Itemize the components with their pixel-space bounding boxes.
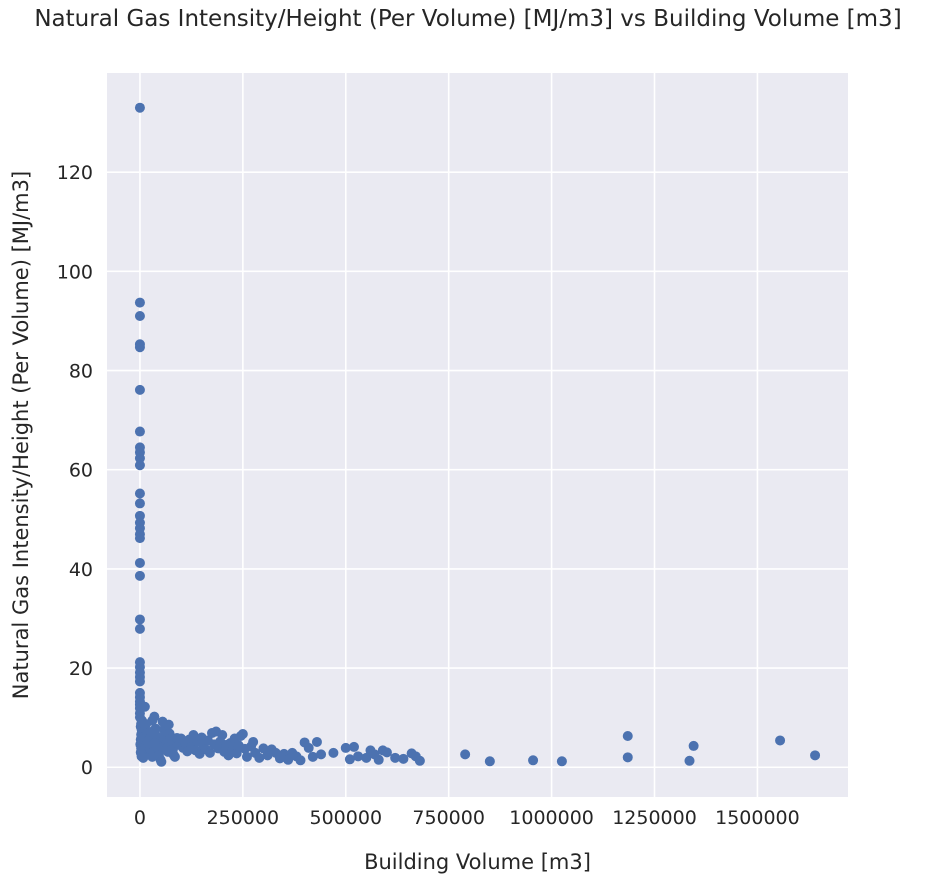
data-point [147, 715, 158, 726]
data-point [134, 614, 145, 625]
data-point [353, 751, 364, 762]
data-point [344, 754, 355, 765]
data-point [134, 460, 145, 471]
data-point [390, 752, 401, 763]
data-point [134, 488, 145, 499]
data-point [398, 753, 409, 764]
data-point [134, 102, 145, 113]
data-point [134, 384, 145, 395]
data-point [303, 742, 314, 753]
data-point [134, 297, 145, 308]
x-tick-label: 0 [134, 807, 146, 829]
data-point [556, 756, 567, 767]
data-point [484, 756, 495, 767]
data-point [340, 742, 351, 753]
data-point [138, 752, 149, 763]
data-point [295, 755, 306, 766]
y-tick-label: 100 [57, 261, 93, 283]
data-point [163, 719, 174, 730]
y-axis-label: Natural Gas Intensity/Height (Per Volume… [9, 171, 33, 699]
data-point [134, 426, 145, 437]
data-point [684, 755, 695, 766]
data-point [134, 557, 145, 568]
data-point [381, 747, 392, 758]
y-tick-label: 60 [69, 460, 93, 482]
data-point [134, 510, 145, 521]
data-point [134, 498, 145, 509]
data-point [217, 730, 228, 741]
data-point [139, 701, 150, 712]
data-point [134, 310, 145, 321]
data-point [134, 533, 145, 544]
data-point [248, 736, 259, 747]
x-tick-label: 250000 [207, 807, 280, 829]
data-point [134, 453, 145, 464]
data-point [373, 754, 384, 765]
x-axis-ticks: 0 250000 500000 750000 1000000 1250000 1500000 [134, 807, 800, 829]
data-point [156, 756, 167, 767]
data-point [231, 748, 242, 759]
data-point [134, 342, 145, 353]
data-point [237, 729, 248, 740]
data-point [328, 747, 339, 758]
data-point [134, 623, 145, 634]
x-tick-label: 500000 [310, 807, 383, 829]
x-tick-label: 1250000 [612, 807, 697, 829]
data-point [316, 749, 327, 760]
y-tick-label: 20 [69, 658, 93, 680]
data-point [134, 676, 145, 687]
data-point [311, 736, 322, 747]
y-tick-label: 0 [81, 757, 93, 779]
data-point [307, 751, 318, 762]
plot-area [107, 73, 848, 797]
data-point [528, 755, 539, 766]
grid-lines [107, 73, 848, 797]
data-point [622, 731, 633, 742]
y-tick-label: 80 [69, 361, 93, 383]
data-point [810, 750, 821, 761]
data-points [134, 102, 821, 767]
data-point [622, 752, 633, 763]
data-point [134, 570, 145, 581]
data-point [169, 751, 180, 762]
data-point [460, 749, 471, 760]
data-point [361, 752, 372, 763]
chart-title: Natural Gas Intensity/Height (Per Volume… [34, 6, 902, 32]
y-tick-label: 120 [57, 162, 93, 184]
data-point [688, 740, 699, 751]
y-tick-label: 40 [69, 559, 93, 581]
data-point [414, 755, 425, 766]
data-point [204, 747, 215, 758]
y-axis-ticks: 0 20 40 60 80 100 120 [57, 162, 93, 779]
x-tick-label: 750000 [412, 807, 485, 829]
x-tick-label: 1000000 [509, 807, 594, 829]
x-axis-label: Building Volume [m3] [364, 850, 591, 874]
data-point [775, 735, 786, 746]
data-point [254, 752, 265, 763]
data-point [349, 741, 359, 752]
data-point [241, 751, 252, 762]
x-tick-label: 1500000 [715, 807, 800, 829]
